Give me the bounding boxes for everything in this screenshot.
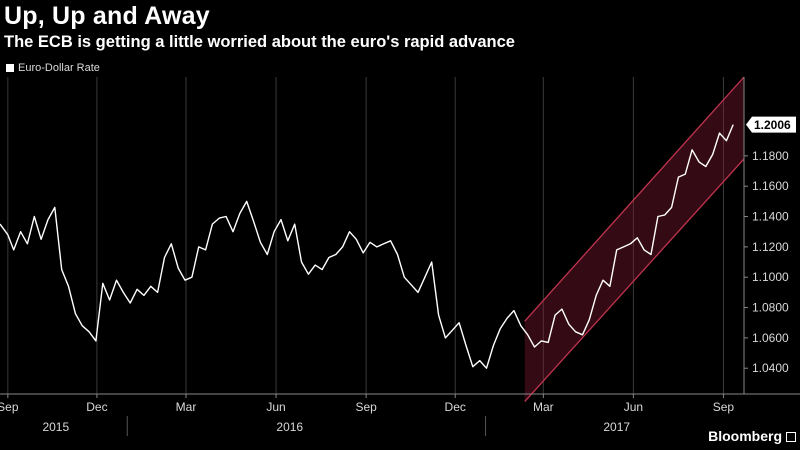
x-tick-label: Dec: [86, 400, 107, 414]
y-tick-label: 1.1000: [752, 270, 789, 284]
last-value-box: [746, 116, 796, 133]
source-brand: Bloomberg: [708, 428, 782, 444]
y-tick-label: 1.0800: [752, 301, 789, 315]
year-label: 2016: [276, 420, 303, 434]
y-tick-label: 1.1600: [752, 179, 789, 193]
y-tick-label: 1.1800: [752, 149, 789, 163]
legend: Euro-Dollar Rate: [6, 62, 100, 74]
x-tick-label: Sep: [355, 400, 377, 414]
channel-lower-edge: [524, 158, 745, 403]
x-tick-label: Dec: [445, 400, 466, 414]
chart-subtitle: The ECB is getting a little worried abou…: [4, 33, 515, 51]
bloomberg-logo-icon: [786, 432, 796, 442]
y-tick-label: 1.0600: [752, 331, 789, 345]
trend-channel: [524, 77, 744, 402]
y-tick-label: 1.1400: [752, 210, 789, 224]
legend-swatch: [6, 64, 14, 72]
chart-title: Up, Up and Away: [4, 2, 210, 30]
x-tick-label: Mar: [176, 400, 197, 414]
y-tick-label: 1.0400: [752, 361, 789, 375]
legend-label: Euro-Dollar Rate: [18, 62, 100, 74]
x-tick-label: Sep: [713, 400, 735, 414]
x-tick-label: Jun: [266, 400, 285, 414]
x-tick-label: Jun: [624, 400, 643, 414]
x-tick-label: Sep: [0, 400, 19, 414]
channel-upper-edge: [524, 76, 745, 322]
euro-dollar-line: [0, 124, 734, 369]
last-value-label: 1.2006: [754, 118, 791, 132]
year-label: 2015: [42, 420, 69, 434]
x-tick-label: Mar: [533, 400, 554, 414]
year-label: 2017: [603, 420, 630, 434]
y-tick-label: 1.1200: [752, 240, 789, 254]
